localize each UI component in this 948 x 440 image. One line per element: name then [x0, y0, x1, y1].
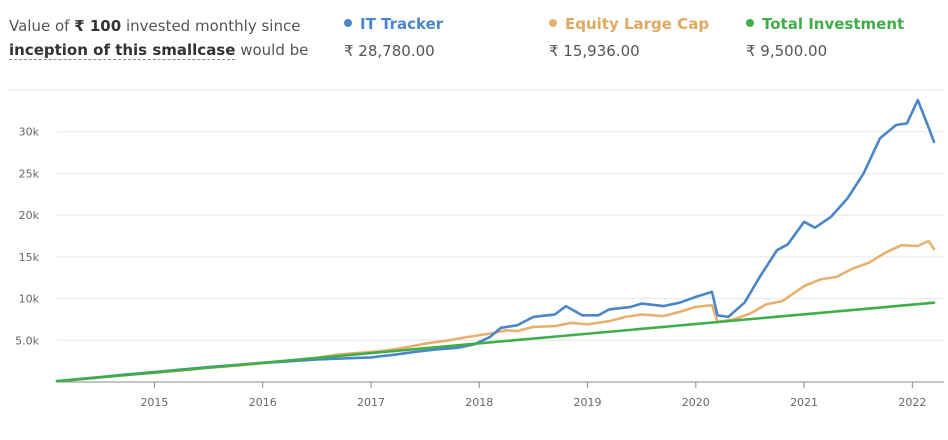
- legend-equity-large-cap[interactable]: Equity Large Cap ₹ 15,936.00: [549, 14, 709, 60]
- legend-dot-icon: [549, 19, 557, 27]
- inception-link[interactable]: inception of this smallcase: [9, 41, 236, 60]
- y-tick-label: 15k: [19, 251, 40, 264]
- x-axis: 2015 2016 2017 2018 2019 2020 2021 2022: [57, 381, 944, 409]
- y-tick-label: 30k: [19, 126, 40, 139]
- chart-header: Value of ₹ 100 invested monthly since in…: [0, 0, 948, 80]
- x-tick-label: 2021: [790, 396, 818, 409]
- y-tick-label: 5.0k: [15, 334, 39, 347]
- series-line-total-investment[interactable]: [55, 301, 936, 383]
- summary-prefix: Value of: [9, 17, 70, 35]
- series-line-equity-large-cap[interactable]: [55, 239, 936, 383]
- x-tick-label: 2022: [898, 396, 926, 409]
- legend-dot-icon: [746, 19, 754, 27]
- x-tick-label: 2018: [465, 396, 493, 409]
- legend-it-tracker[interactable]: IT Tracker ₹ 28,780.00: [344, 14, 443, 60]
- legend-label: Equity Large Cap: [565, 15, 710, 33]
- x-tick-label: 2015: [140, 396, 168, 409]
- legend-value: ₹ 28,780.00: [344, 42, 435, 60]
- summary-middle: invested monthly since: [125, 17, 301, 35]
- grid-lines: [7, 89, 944, 341]
- x-tick-label: 2016: [249, 396, 277, 409]
- y-axis: 5.0k 10k 15k 20k 25k 30k: [15, 126, 39, 348]
- x-tick-label: 2020: [682, 396, 710, 409]
- x-tick-label: 2017: [357, 396, 385, 409]
- legend-total-investment[interactable]: Total Investment ₹ 9,500.00: [746, 14, 904, 60]
- y-tick-label: 25k: [19, 167, 40, 180]
- summary-text: Value of ₹ 100 invested monthly since in…: [9, 14, 308, 62]
- legend-dot-icon: [344, 19, 352, 27]
- line-chart[interactable]: 5.0k 10k 15k 20k 25k 30k 2015 2016 2017 2018 2019…: [0, 80, 948, 440]
- y-tick-label: 20k: [19, 209, 40, 222]
- legend-label: IT Tracker: [360, 15, 444, 33]
- legend-value: ₹ 9,500.00: [746, 42, 828, 60]
- series-line-it-tracker[interactable]: [55, 98, 936, 383]
- legend-value: ₹ 15,936.00: [549, 42, 640, 60]
- summary-suffix: would be: [240, 41, 309, 59]
- y-tick-label: 10k: [19, 293, 40, 306]
- series-lines: [55, 98, 936, 383]
- legend-label: Total Investment: [762, 15, 905, 33]
- x-tick-label: 2019: [574, 396, 602, 409]
- summary-amount: ₹ 100: [74, 17, 122, 35]
